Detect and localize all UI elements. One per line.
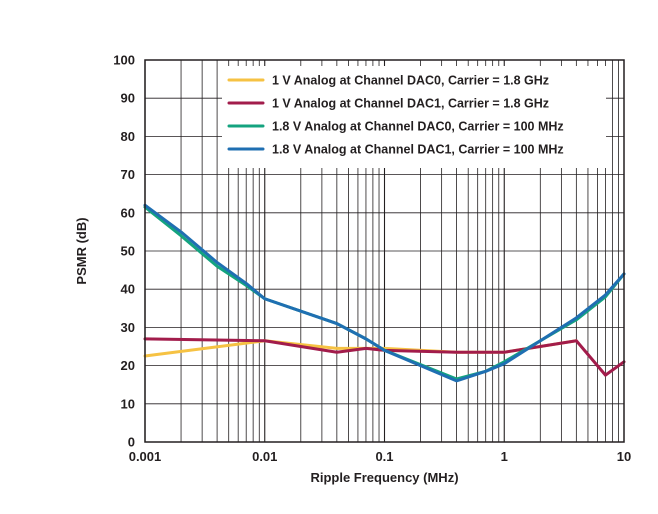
y-tick-label: 10 — [121, 396, 135, 411]
x-tick-label: 10 — [617, 449, 631, 464]
y-tick-label: 40 — [121, 282, 135, 297]
x-tick-label: 0.001 — [129, 449, 162, 464]
series-line-4 — [143, 203, 626, 383]
legend-label-1: 1 V Analog at Channel DAC0, Carrier = 1.… — [272, 74, 549, 88]
x-tick-label: 1 — [501, 449, 508, 464]
legend-label-4: 1.8 V Analog at Channel DAC1, Carrier = … — [272, 143, 564, 157]
y-tick-label: 0 — [128, 435, 135, 450]
y-tick-label: 60 — [121, 205, 135, 220]
y-axis-title: PSMR (dB) — [74, 217, 89, 284]
x-axis-title: Ripple Frequency (MHz) — [310, 470, 458, 485]
plot-frame — [144, 59, 625, 443]
axis-labels: 0 10 20 30 40 50 60 70 80 90 100 0.001 0.01 0.1 1 10 — [113, 53, 631, 465]
y-tick-label: 80 — [121, 129, 135, 144]
y-tick-label: 50 — [121, 244, 135, 259]
y-tick-label: 30 — [121, 320, 135, 335]
legend-background — [222, 66, 606, 168]
y-tick-label: 20 — [121, 358, 135, 373]
series-line-2 — [143, 337, 626, 377]
y-tick-label: 90 — [121, 91, 135, 106]
series-layer — [143, 203, 626, 383]
legend-label-3: 1.8 V Analog at Channel DAC0, Carrier = … — [272, 120, 564, 134]
legend: 1 V Analog at Channel DAC0, Carrier = 1.… — [222, 66, 606, 168]
y-tick-label: 100 — [113, 53, 135, 68]
y-tick-label: 70 — [121, 167, 135, 182]
legend-label-2: 1 V Analog at Channel DAC1, Carrier = 1.… — [272, 97, 549, 111]
x-tick-label: 0.1 — [375, 449, 393, 464]
x-tick-label: 0.01 — [252, 449, 277, 464]
